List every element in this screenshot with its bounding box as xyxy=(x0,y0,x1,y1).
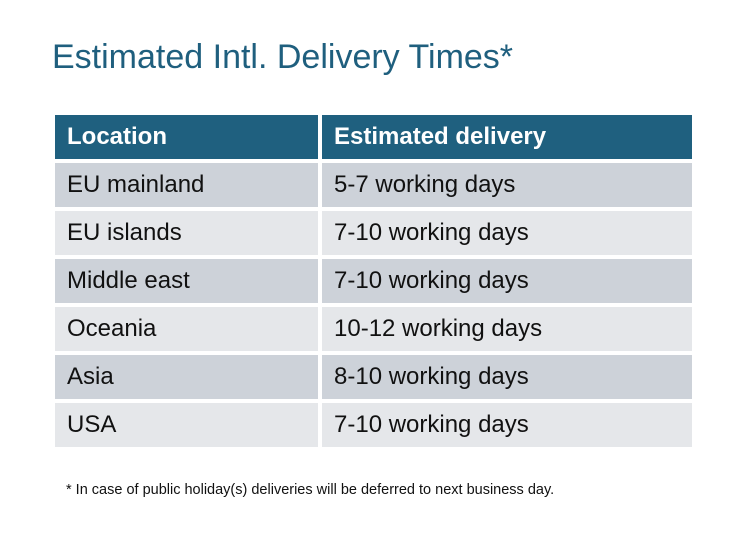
header-location: Location xyxy=(55,115,318,159)
page-title: Estimated Intl. Delivery Times* xyxy=(52,38,514,76)
delivery-table: Location Estimated delivery EU mainland … xyxy=(51,111,696,451)
table-header-row: Location Estimated delivery xyxy=(55,115,692,159)
table-row: EU mainland 5-7 working days xyxy=(55,163,692,207)
table-row: Asia 8-10 working days xyxy=(55,355,692,399)
location-cell: EU mainland xyxy=(55,163,318,207)
delivery-cell: 7-10 working days xyxy=(322,211,692,255)
delivery-cell: 5-7 working days xyxy=(322,163,692,207)
table-row: Oceania 10-12 working days xyxy=(55,307,692,351)
delivery-cell: 7-10 working days xyxy=(322,403,692,447)
location-cell: Asia xyxy=(55,355,318,399)
table-row: USA 7-10 working days xyxy=(55,403,692,447)
footnote: * In case of public holiday(s) deliverie… xyxy=(66,482,555,498)
location-cell: USA xyxy=(55,403,318,447)
header-estimated-delivery: Estimated delivery xyxy=(322,115,692,159)
location-cell: Oceania xyxy=(55,307,318,351)
location-cell: EU islands xyxy=(55,211,318,255)
location-cell: Middle east xyxy=(55,259,318,303)
delivery-cell: 10-12 working days xyxy=(322,307,692,351)
table-row: EU islands 7-10 working days xyxy=(55,211,692,255)
delivery-cell: 8-10 working days xyxy=(322,355,692,399)
delivery-cell: 7-10 working days xyxy=(322,259,692,303)
table-row: Middle east 7-10 working days xyxy=(55,259,692,303)
